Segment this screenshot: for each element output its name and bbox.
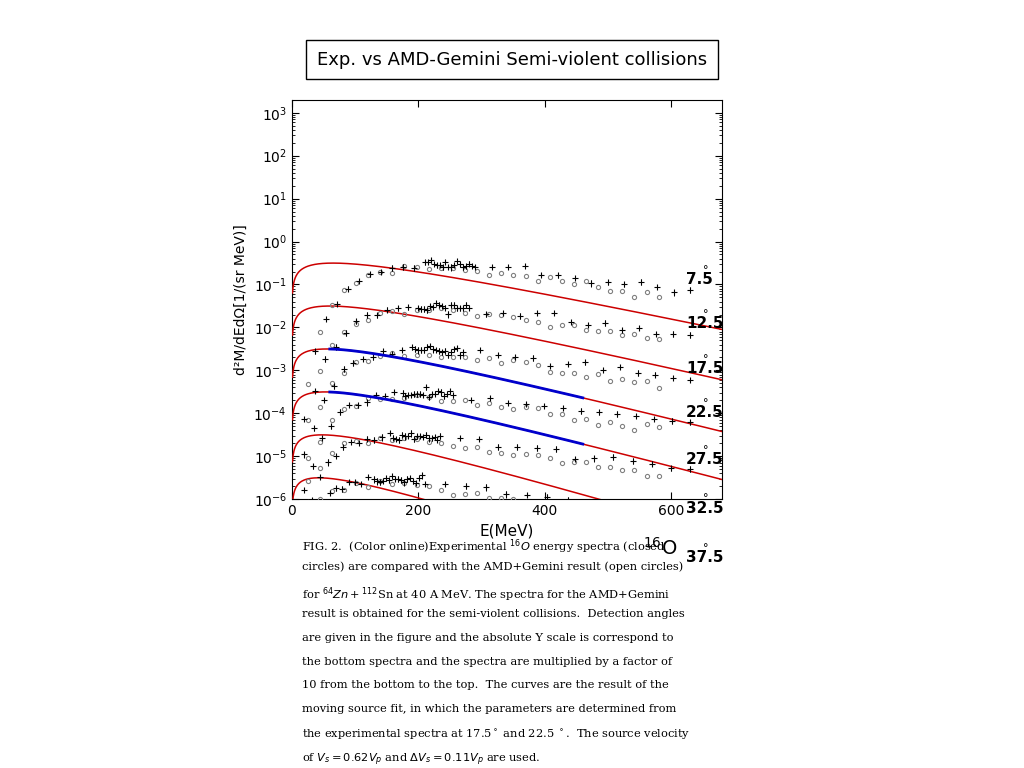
Text: °: ° <box>702 310 709 319</box>
Text: °: ° <box>702 543 709 553</box>
Text: 32.5: 32.5 <box>686 501 724 515</box>
Text: °: ° <box>702 445 709 455</box>
Text: 22.5: 22.5 <box>686 406 724 421</box>
Text: °: ° <box>702 265 709 275</box>
Text: FIG. 2.  (Color online)Experimental $^{16}O$ energy spectra (closed: FIG. 2. (Color online)Experimental $^{16… <box>302 538 666 556</box>
Text: 17.5: 17.5 <box>686 361 723 376</box>
Text: 12.5: 12.5 <box>686 316 723 331</box>
Text: 27.5: 27.5 <box>686 452 724 467</box>
Text: $^{16}$O: $^{16}$O <box>643 537 677 558</box>
Text: result is obtained for the semi-violent collisions.  Detection angles: result is obtained for the semi-violent … <box>302 609 685 619</box>
Text: Exp. vs AMD-Gemini Semi-violent collisions: Exp. vs AMD-Gemini Semi-violent collisio… <box>317 51 707 68</box>
Text: 37.5: 37.5 <box>686 550 723 564</box>
Text: circles) are compared with the AMD+Gemini result (open circles): circles) are compared with the AMD+Gemin… <box>302 561 683 572</box>
Text: °: ° <box>702 399 709 409</box>
Text: of $V_s = 0.62V_p$ and $\Delta V_s = 0.11V_p$ are used.: of $V_s = 0.62V_p$ and $\Delta V_s = 0.1… <box>302 752 541 768</box>
Text: °: ° <box>702 354 709 364</box>
Text: for $^{64}Zn+^{112}$Sn at 40 A MeV. The spectra for the AMD+Gemini: for $^{64}Zn+^{112}$Sn at 40 A MeV. The … <box>302 585 671 604</box>
Text: °: ° <box>702 494 709 504</box>
Text: moving source fit, in which the parameters are determined from: moving source fit, in which the paramete… <box>302 704 677 714</box>
Text: 10 from the bottom to the top.  The curves are the result of the: 10 from the bottom to the top. The curve… <box>302 680 669 690</box>
Text: the bottom spectra and the spectra are multiplied by a factor of: the bottom spectra and the spectra are m… <box>302 657 672 667</box>
Y-axis label: d²M/dEdΩ[1/(sr MeV)]: d²M/dEdΩ[1/(sr MeV)] <box>233 224 248 375</box>
Text: 7.5: 7.5 <box>686 272 713 286</box>
Text: are given in the figure and the absolute Y scale is correspond to: are given in the figure and the absolute… <box>302 633 674 643</box>
Text: the experimental spectra at 17.5$^\circ$ and 22.5 $^\circ$.  The source velocity: the experimental spectra at 17.5$^\circ$… <box>302 728 690 742</box>
X-axis label: E(MeV): E(MeV) <box>479 524 535 538</box>
